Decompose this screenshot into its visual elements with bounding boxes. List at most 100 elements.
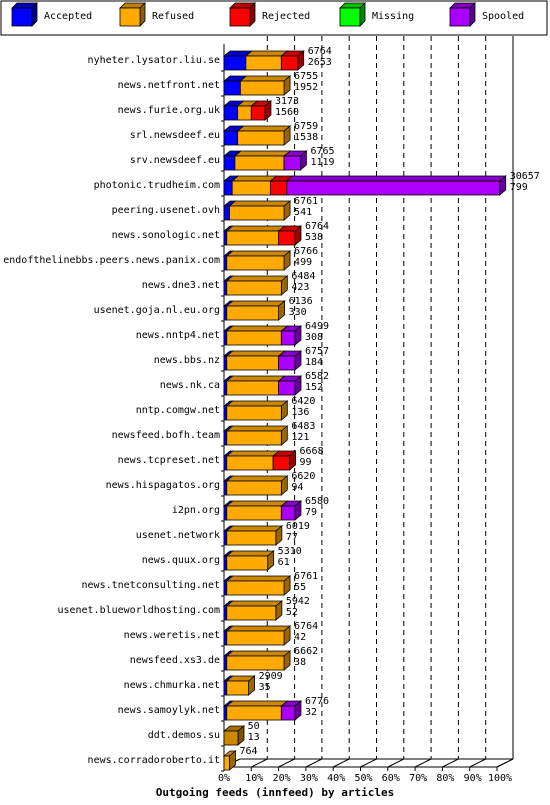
accepted-count: 330 — [289, 307, 307, 318]
bar-segment-top — [225, 400, 289, 407]
bar-segment — [223, 255, 228, 271]
offered-count: 6484 — [291, 271, 315, 282]
bar-segment — [223, 355, 228, 371]
accepted-count: 499 — [294, 257, 312, 268]
gridline-depth — [387, 758, 405, 768]
offered-count: 5942 — [286, 596, 310, 607]
accepted-count: 2653 — [308, 57, 332, 68]
bar-segment-top — [244, 50, 289, 57]
bar-segment — [229, 205, 285, 221]
bar-segment — [226, 580, 285, 596]
x-tick-label: 20% — [273, 773, 291, 784]
site-label: news.tnetconsulting.net — [82, 580, 220, 591]
accepted-count: 99 — [300, 457, 312, 468]
site-label: news.netfront.net — [118, 80, 220, 91]
offered-count: 6136 — [289, 296, 313, 307]
accepted-count: 61 — [278, 557, 290, 568]
site-label: i2pn.org — [172, 505, 220, 516]
bar-segment-top — [225, 325, 289, 332]
bar-segment-top — [225, 350, 286, 357]
bar-segment — [223, 430, 228, 446]
offered-count: 6580 — [305, 496, 329, 507]
bar-segment — [226, 505, 282, 521]
legend-item-rejected: Rejected — [229, 2, 310, 27]
accepted-count: 1952 — [294, 82, 318, 93]
bar-segment — [226, 405, 282, 421]
gridline-depth — [414, 758, 432, 768]
bar-segment — [278, 355, 296, 371]
bar-segment — [237, 130, 285, 146]
accepted-count: 77 — [286, 532, 298, 543]
bar-segment — [226, 430, 282, 446]
accepted-count: 32 — [305, 707, 317, 718]
bar-segment — [278, 230, 296, 246]
site-label: news.hispagatos.org — [106, 480, 220, 491]
bar-segment — [226, 655, 285, 671]
bar-segment-top — [225, 500, 289, 507]
bar-segment-top — [225, 275, 289, 282]
bar-segment — [231, 180, 271, 196]
bar-segment — [226, 380, 279, 396]
bar-segment — [226, 680, 249, 696]
bar-segment — [237, 105, 252, 121]
legend-label: Rejected — [262, 11, 310, 22]
legend: Accepted Refused Rejected Missing Spooled — [11, 2, 524, 27]
bar-segment — [223, 505, 228, 521]
legend-swatch — [339, 7, 361, 27]
offered-count: 6757 — [305, 346, 329, 357]
bar-segment — [223, 755, 230, 771]
bar-segment — [250, 105, 266, 121]
accepted-count: 52 — [286, 607, 298, 618]
legend-item-missing: Missing — [339, 2, 414, 27]
offered-count: 6755 — [294, 71, 318, 82]
legend-swatch — [229, 7, 251, 27]
bar-segment — [223, 605, 228, 621]
x-tick-label: 50% — [354, 773, 372, 784]
gridline-depth — [332, 758, 350, 768]
site-label: news.weretis.net — [124, 630, 220, 641]
bar-segment — [223, 405, 228, 421]
offered-count: 6765 — [310, 146, 334, 157]
bar-segment-top — [225, 575, 292, 582]
offered-count: 6764 — [294, 621, 318, 632]
bar-segment — [226, 480, 282, 496]
bar-segment — [223, 530, 228, 546]
bar-segment-top — [225, 225, 286, 232]
bar-segment — [226, 280, 282, 296]
bar-stub — [223, 730, 239, 746]
site-label: peering.usenet.ovh — [112, 205, 220, 216]
bar-segment-top — [225, 550, 275, 557]
x-tick-label: 0% — [218, 773, 230, 784]
bar-segment-top — [233, 150, 292, 157]
site-label: nyheter.lysator.liu.se — [88, 55, 220, 66]
bar-segment — [223, 305, 228, 321]
bar-segment — [226, 255, 285, 271]
bar-segment — [280, 55, 299, 71]
bar-segment — [286, 180, 501, 196]
offered-count: 6761 — [294, 571, 318, 582]
accepted-count: 1560 — [275, 107, 299, 118]
site-label: news.corradoroberto.it — [88, 755, 220, 766]
bar-segment — [226, 605, 277, 621]
gridline-depth — [442, 758, 459, 768]
bar-segment — [223, 230, 228, 246]
bar-segment-top — [225, 375, 286, 382]
bar-segment — [234, 155, 285, 171]
bar-segment-top — [225, 600, 283, 607]
bar-segment-top — [236, 125, 292, 132]
offered-count: 30657 — [510, 171, 540, 182]
bar-row: endofthelinebbs.peers.news.panix.com 6766… — [3, 246, 318, 272]
